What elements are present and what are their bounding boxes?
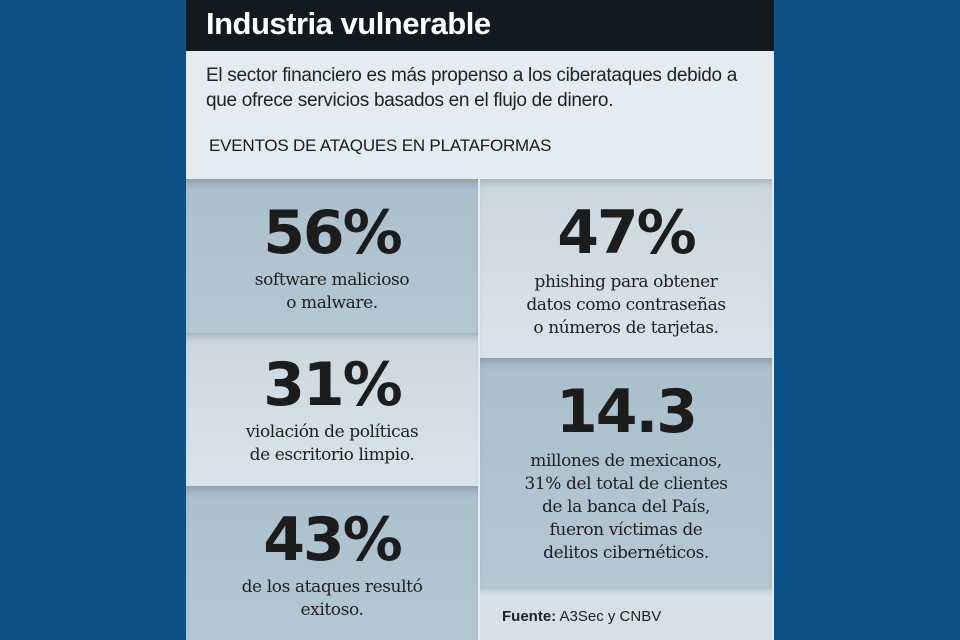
infographic-title: Industria vulnerable	[206, 6, 491, 41]
source-label: Fuente:	[502, 608, 557, 625]
stat-description-line: millones de mexicanos,	[530, 451, 722, 471]
stat-value: 14.3	[555, 377, 698, 447]
stat-value: 47%	[557, 198, 697, 268]
stat-description-line: delitos cibernéticos.	[543, 543, 709, 563]
stat-description: software malicioso o malware.	[186, 269, 478, 315]
stat-description-line: de los ataques resultó	[241, 577, 423, 597]
column-divider	[478, 179, 480, 640]
stat-value: 43%	[263, 505, 403, 575]
stat-description-line: exitoso.	[300, 600, 364, 620]
stat-description-line: software malicioso	[254, 270, 410, 290]
stat-value: 56%	[263, 198, 403, 268]
stat-card-malware: 56% software malicioso o malware.	[186, 179, 478, 333]
stat-card-policy-violation: 31% violación de políticas de escritorio…	[186, 333, 478, 486]
stat-description-line: o malware.	[286, 293, 378, 313]
infographic-panel: Industria vulnerable El sector financier…	[186, 0, 774, 640]
source-note: Fuente: A3Sec y CNBV	[502, 608, 661, 625]
section-label: EVENTOS DE ATAQUES EN PLATAFORMAS	[209, 136, 552, 155]
stat-description-line: datos como contraseñas	[526, 295, 726, 315]
stat-card-phishing: 47% phishing para obtener datos como con…	[480, 179, 772, 358]
stat-description-line: fueron víctimas de	[549, 520, 703, 540]
stat-description-line: 31% del total de clientes	[524, 474, 728, 494]
stat-description: violación de políticas de escritorio lim…	[186, 421, 478, 467]
stat-value: 31%	[263, 350, 403, 420]
source-text: A3Sec y CNBV	[559, 608, 662, 625]
stat-description-line: o números de tarjetas.	[533, 318, 719, 338]
intro-section: El sector financiero es más propenso a l…	[186, 51, 774, 179]
stat-description-line: phishing para obtener	[534, 272, 718, 292]
stat-description: phishing para obtener datos como contras…	[480, 271, 772, 340]
stat-card-victims: 14.3 millones de mexicanos, 31% del tota…	[480, 358, 772, 589]
stat-description: de los ataques resultó exitoso.	[186, 576, 478, 622]
header-bar: Industria vulnerable	[186, 0, 774, 51]
stat-card-successful-attacks: 43% de los ataques resultó exitoso.	[186, 486, 478, 640]
stat-description-line: de la banca del País,	[541, 497, 711, 517]
stat-description-line: violación de políticas	[245, 422, 419, 442]
source-footer: Fuente: A3Sec y CNBV	[480, 589, 772, 640]
intro-text: El sector financiero es más propenso a l…	[206, 65, 738, 111]
stat-description: millones de mexicanos, 31% del total de …	[480, 450, 772, 565]
stat-description-line: de escritorio limpio.	[249, 445, 415, 465]
